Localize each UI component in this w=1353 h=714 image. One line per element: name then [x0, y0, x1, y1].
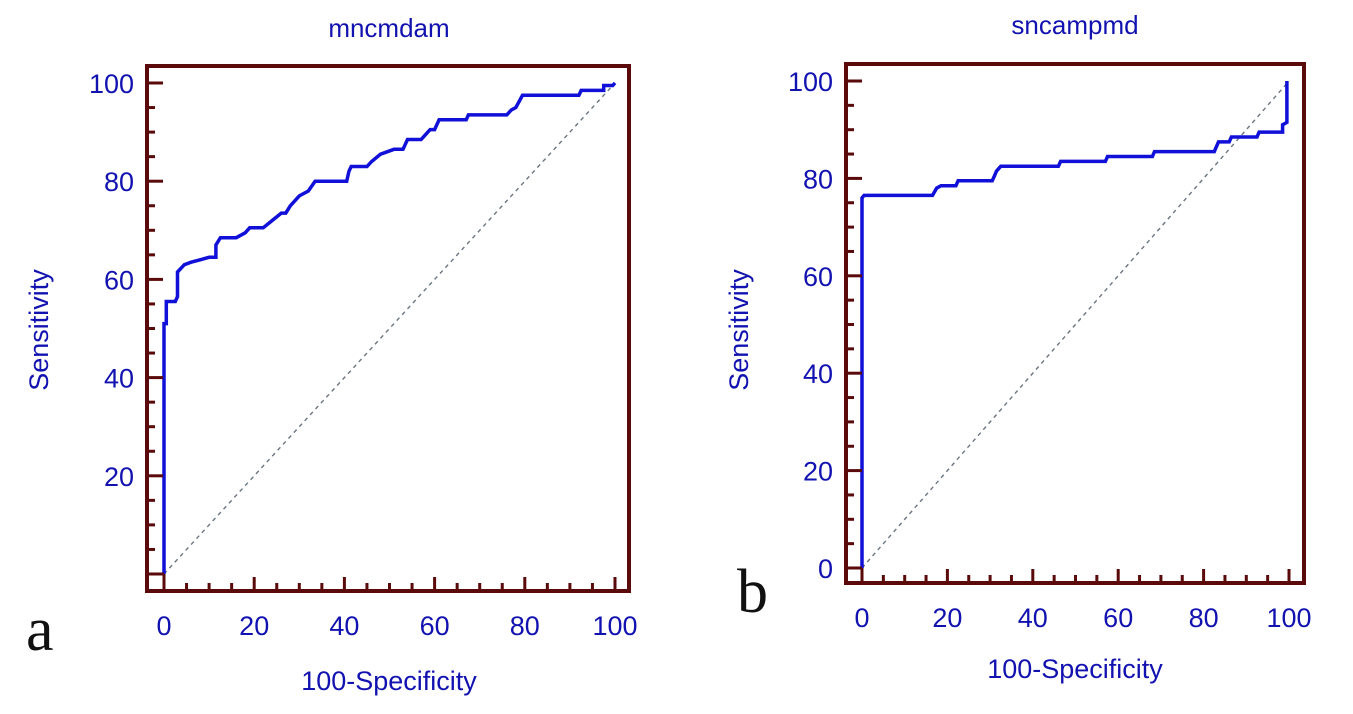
y-tick-label: 20 [104, 462, 134, 492]
chart-title: sncampmd [1011, 10, 1138, 40]
y-axis-label: Sensitivity [724, 269, 754, 391]
y-tick-label: 100 [788, 67, 833, 97]
x-tick-label: 60 [1103, 603, 1133, 633]
chart-title: mncmdam [328, 13, 449, 43]
x-tick-label: 100 [592, 611, 637, 641]
x-tick-label: 80 [1189, 603, 1219, 633]
y-tick-label: 40 [104, 364, 134, 394]
y-tick-label: 60 [803, 262, 833, 292]
roc-curve [860, 81, 1289, 568]
y-tick-label: 80 [803, 164, 833, 194]
panel-b: sncampmd 0 20 40 60 80 100 0 20 40 60 80 100 Sensi… [724, 10, 1312, 684]
x-tick-label: 0 [156, 611, 171, 641]
roc-curve [162, 81, 617, 574]
panel-letter: a [26, 596, 54, 664]
x-tick-label: 60 [420, 611, 450, 641]
y-tick-label: 0 [818, 554, 833, 584]
plot-frame [145, 64, 631, 593]
y-tick-label: 20 [803, 457, 833, 487]
x-tick-label: 80 [510, 611, 540, 641]
x-tick-label: 20 [239, 611, 269, 641]
panel-letter: b [737, 558, 768, 626]
y-tick-label: 60 [104, 265, 134, 295]
x-axis-label: 100-Specificity [987, 654, 1163, 684]
x-tick-label: 100 [1266, 603, 1311, 633]
x-tick-label: 40 [1018, 603, 1048, 633]
plot-frame [844, 62, 1306, 585]
y-tick-label: 100 [89, 69, 134, 99]
panel-a: mncmdam 20 40 60 80 100 0 20 40 60 80 100 Sensiti… [24, 13, 638, 696]
x-axis-label: 100-Specificity [301, 666, 477, 696]
x-tick-label: 40 [329, 611, 359, 641]
reference-diagonal-line [163, 82, 616, 575]
reference-diagonal-line [861, 80, 1290, 569]
y-axis-label: Sensitivity [24, 269, 54, 391]
y-tick-label: 80 [104, 167, 134, 197]
y-tick-label: 40 [803, 359, 833, 389]
x-tick-label: 0 [854, 603, 869, 633]
x-tick-label: 20 [932, 603, 962, 633]
